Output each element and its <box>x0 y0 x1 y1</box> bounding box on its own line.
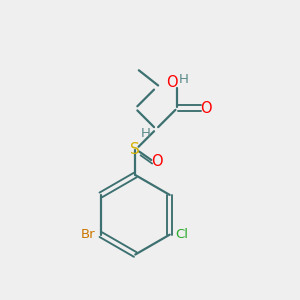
Text: H: H <box>178 73 188 86</box>
Text: H: H <box>141 127 151 140</box>
Text: S: S <box>130 142 140 158</box>
Text: O: O <box>201 101 212 116</box>
Text: Cl: Cl <box>176 228 189 241</box>
Text: O: O <box>166 75 177 90</box>
Text: Br: Br <box>81 228 96 241</box>
Text: O: O <box>152 154 163 169</box>
